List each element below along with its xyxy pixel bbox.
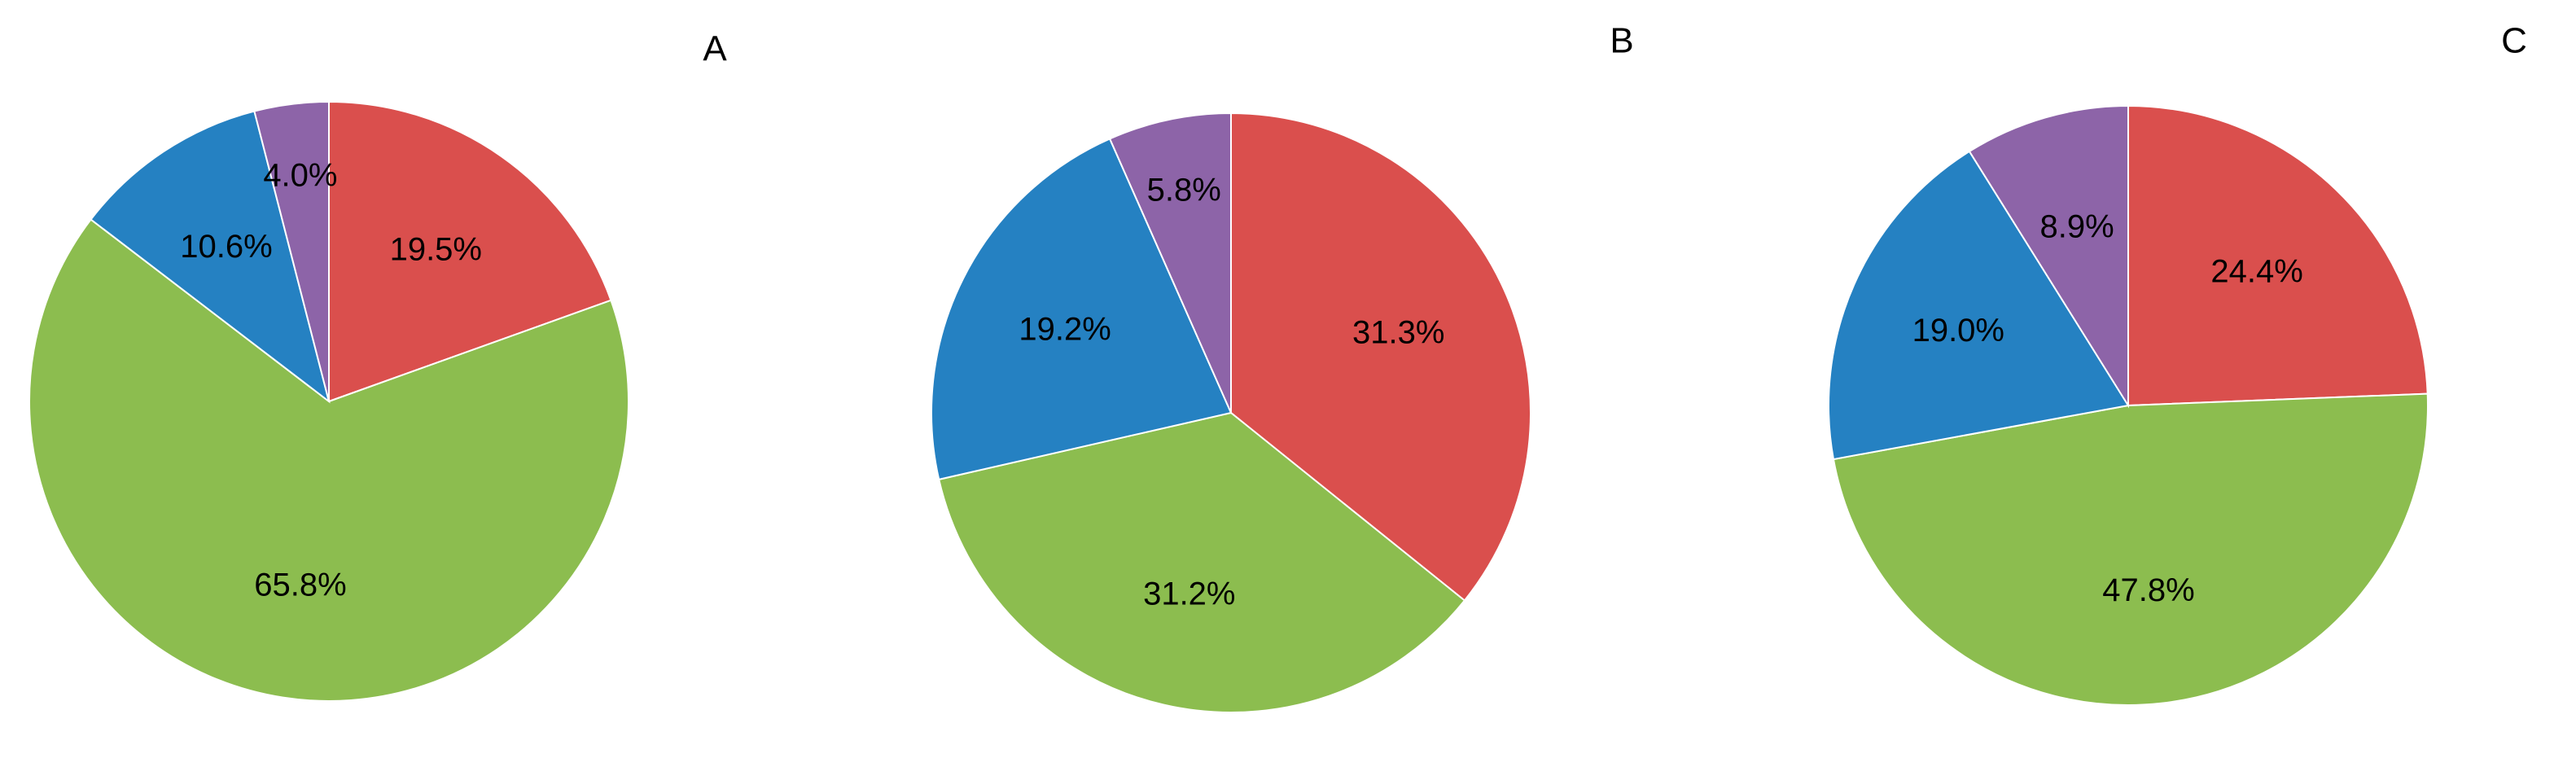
- pie-a-slice-2-label: 65.8%: [254, 568, 346, 603]
- pie-b-slice-1: [1230, 112, 1531, 602]
- panel-label-c: C: [2501, 21, 2527, 61]
- pie-chart-c: 24.4% 47.8% 19.0% 8.9% C: [1828, 21, 2527, 706]
- pie-b-slice-3-label: 19.2%: [1019, 312, 1111, 348]
- pie-a-slice-4-label: 4.0%: [263, 158, 337, 194]
- pie-c-slice-3-label: 19.0%: [1912, 313, 2004, 348]
- panel-label-b: B: [1610, 21, 1633, 61]
- pie-a-slice-3-label: 10.6%: [180, 229, 272, 265]
- pie-c-slice-4-label: 8.9%: [2040, 209, 2114, 245]
- pie-b-slice-2: [938, 411, 1466, 713]
- pie-chart-b: 31.3% 31.2% 19.2% 5.8% B: [931, 21, 1634, 713]
- pie-a-slice-2: [28, 218, 630, 702]
- pie-b-slice-4: [1108, 112, 1232, 414]
- pie-a-slice-4: [253, 100, 330, 402]
- pie-a-slice-3: [90, 110, 331, 404]
- pie-chart-a: 19.5% 65.8% 10.6% 4.0% A: [28, 29, 727, 702]
- panel-label-a: A: [703, 29, 727, 69]
- pie-a-slice-1-label: 19.5%: [390, 231, 482, 267]
- pie-a-slice-1: [328, 100, 612, 403]
- pie-b-slice-3: [931, 138, 1233, 481]
- pie-b-slice-2-label: 31.2%: [1143, 576, 1235, 611]
- pie-c-slice-2: [1832, 392, 2429, 706]
- pie-c-slice-2-label: 47.8%: [2102, 572, 2194, 608]
- pie-c-slice-1-label: 24.4%: [2210, 254, 2302, 290]
- pie-b-slice-1-label: 31.3%: [1352, 314, 1444, 350]
- pie-c-slice-3: [1828, 150, 2130, 461]
- pie-c-slice-4: [1968, 104, 2129, 409]
- pie-b-slice-4-label: 5.8%: [1147, 172, 1221, 208]
- pie-c-slice-1: [2127, 104, 2429, 407]
